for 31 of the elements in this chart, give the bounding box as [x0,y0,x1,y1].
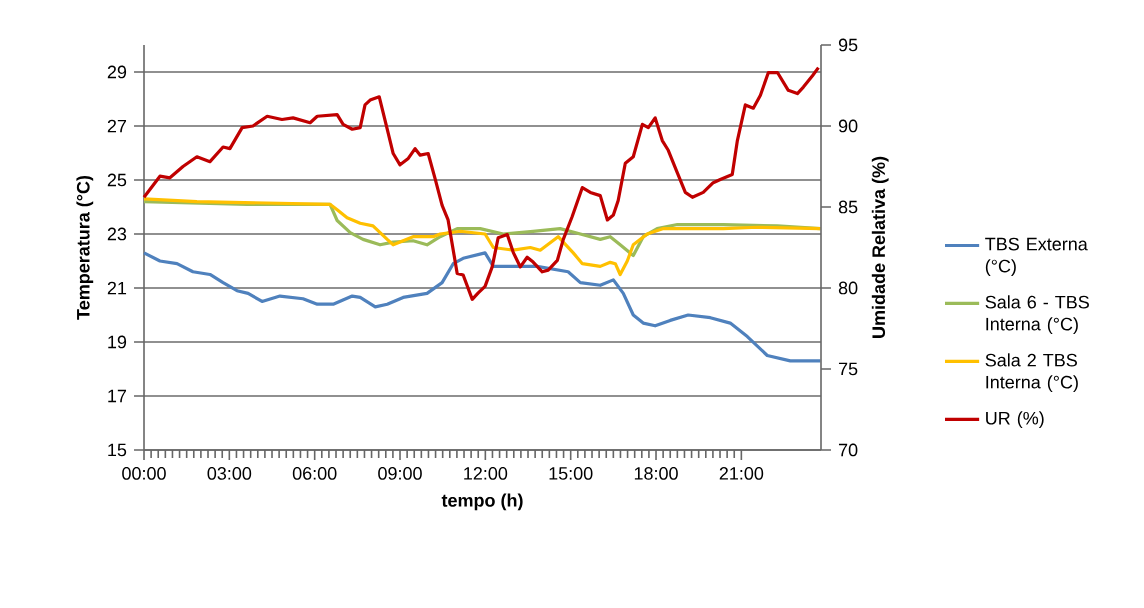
legend-label: Sala 6 - TBS Interna (°C) [985,295,1089,335]
y-tick-label: 19 [108,335,127,349]
x-tick-label: 09:00 [378,467,422,480]
x-tick-label: 18:00 [634,467,678,480]
line-series [142,197,823,277]
legend-label: UR (%) [986,411,1044,429]
x-tick-label: 15:00 [549,467,593,480]
y-tick-label: 23 [107,227,127,241]
x-tick-label: 12:00 [464,467,508,480]
y2-tick-label: 90 [838,119,858,133]
y2-tick-label: 75 [838,362,858,376]
y2-tick-label: 70 [838,443,858,457]
legend-label: Sala 2 TBS Interna (°C) [985,353,1078,393]
line-series [142,66,821,301]
y2-tick-label: 85 [838,200,858,214]
y-tick-label: 29 [107,65,127,79]
legend-label: TBS Externa (°C) [985,237,1088,276]
x-axis-title: tempo (h) [441,493,523,511]
y-tick-label: 27 [107,119,127,133]
y-tick-label: 21 [107,281,127,295]
y2-axis-title: Umidade Relativa (%) [871,156,889,338]
x-tick-label: 00:00 [122,467,166,480]
x-tick-label: 06:00 [292,467,337,480]
x-tick-label: 21:00 [719,467,764,480]
y2-tick-label: 95 [838,38,858,52]
y2-tick-label: 80 [838,281,858,295]
x-tick-label: 03:00 [207,467,252,480]
y-tick-label: 17 [108,389,127,403]
y-tick-label: 25 [107,173,127,187]
y-tick-label: 15 [108,443,127,457]
y-axis-title: Temperatura (°C) [76,175,94,320]
